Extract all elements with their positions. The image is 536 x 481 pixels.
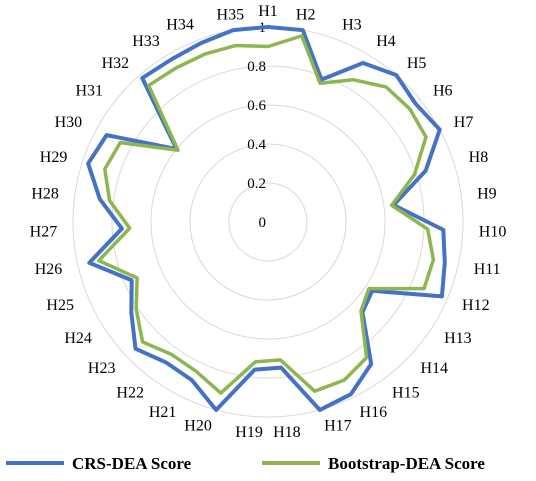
category-label: H1	[258, 3, 278, 20]
category-label: H7	[454, 114, 474, 131]
legend-item-crs-dea-label: CRS-DEA Score	[72, 454, 192, 473]
category-label: H33	[132, 33, 160, 50]
grid-circle-2	[189, 143, 347, 301]
category-label: H12	[462, 297, 490, 314]
category-label: H19	[235, 424, 263, 441]
category-label: H28	[31, 186, 59, 203]
category-label: H30	[55, 114, 83, 131]
category-label: H31	[75, 82, 103, 99]
radial-tick-labels: 00.20.40.60.81	[247, 20, 266, 231]
series-line-bootstrap-dea	[97, 34, 436, 395]
category-label: H23	[88, 360, 116, 377]
legend-item-bootstrap-dea-label: Bootstrap-DEA Score	[328, 454, 485, 473]
series-line-crs-dea	[86, 25, 447, 412]
category-label: H21	[149, 404, 177, 421]
category-label: H22	[116, 385, 144, 402]
r-tick-label: 0.8	[247, 59, 266, 75]
grid-circle-3	[150, 104, 386, 340]
category-label: H32	[102, 55, 130, 72]
category-label: H15	[392, 385, 420, 402]
category-label: H2	[296, 6, 316, 23]
category-label: H27	[30, 223, 58, 240]
category-label: H3	[342, 16, 362, 33]
category-label: H25	[46, 297, 74, 314]
r-tick-label: 0.6	[247, 98, 266, 114]
category-label: H16	[360, 404, 388, 421]
category-label: H11	[474, 261, 501, 278]
category-label: H24	[64, 330, 92, 347]
category-label: H13	[444, 330, 472, 347]
r-tick-label: 0.4	[247, 137, 266, 153]
category-label: H17	[324, 417, 352, 434]
category-label: H5	[407, 55, 427, 72]
category-label: H34	[166, 16, 194, 33]
r-tick-label: 0	[259, 215, 267, 231]
category-label: H6	[433, 82, 453, 99]
category-label: H26	[35, 261, 63, 278]
category-label: H18	[273, 424, 301, 441]
category-label: H8	[469, 149, 489, 166]
category-label: H20	[184, 417, 212, 434]
radar-series	[86, 25, 447, 412]
category-label: H29	[40, 149, 68, 166]
category-label: H14	[421, 360, 449, 377]
grid-circle-1	[228, 182, 308, 262]
category-label: H4	[376, 33, 396, 50]
r-tick-label: 0.2	[247, 176, 266, 192]
category-label: H9	[477, 186, 497, 203]
category-label: H35	[217, 6, 245, 23]
category-label: H10	[479, 223, 507, 240]
legend: CRS-DEA Score Bootstrap-DEA Score	[6, 454, 485, 473]
